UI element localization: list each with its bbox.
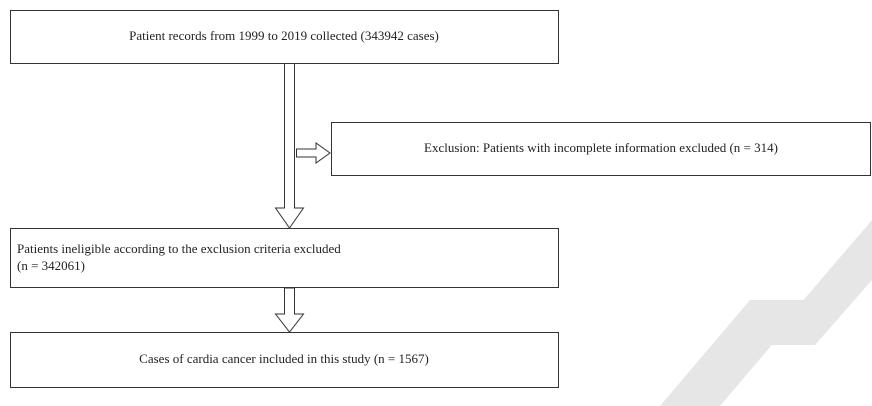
node-box bbox=[331, 122, 871, 176]
node-box bbox=[10, 332, 559, 388]
node-label: Cases of cardia cancer included in this … bbox=[139, 351, 429, 366]
arrow-down bbox=[274, 287, 305, 333]
arrow-down bbox=[274, 63, 305, 229]
watermark bbox=[765, 220, 872, 345]
node-label: Exclusion: Patients with incomplete info… bbox=[424, 140, 778, 155]
node-label: (n = 342061) bbox=[17, 258, 85, 273]
watermark bbox=[660, 300, 810, 406]
arrow-right bbox=[296, 142, 331, 164]
node-box bbox=[10, 228, 559, 288]
node-label: Patient records from 1999 to 2019 collec… bbox=[129, 28, 439, 43]
node-label: Patients ineligible according to the exc… bbox=[17, 241, 341, 256]
